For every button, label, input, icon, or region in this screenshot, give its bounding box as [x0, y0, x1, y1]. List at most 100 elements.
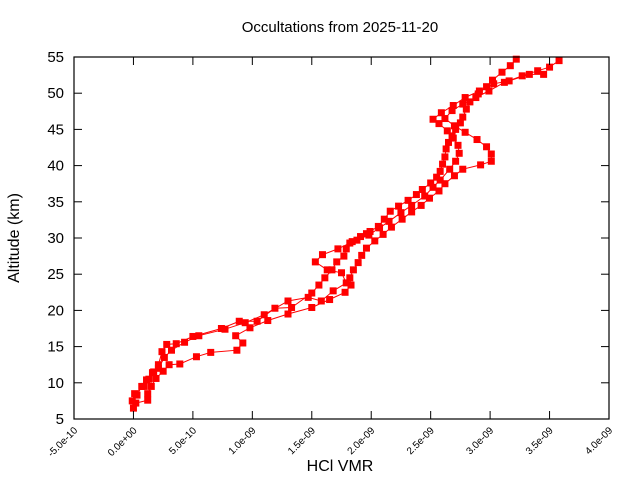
data-point-marker — [466, 98, 474, 106]
data-point-marker — [147, 382, 155, 390]
data-point-marker — [498, 68, 506, 76]
y-tick-label: 15 — [47, 339, 64, 356]
data-point-marker — [366, 227, 374, 235]
data-point-marker — [311, 258, 319, 266]
data-point-marker — [328, 266, 336, 274]
data-point-marker — [417, 201, 425, 209]
data-point-marker — [487, 150, 495, 158]
data-point-marker — [158, 348, 166, 356]
data-point-marker — [132, 399, 140, 407]
series-occultation-2 — [132, 57, 563, 407]
data-point-marker — [455, 149, 463, 157]
data-point-marker — [456, 119, 464, 127]
data-point-marker — [427, 179, 435, 187]
data-point-marker — [412, 191, 420, 199]
data-point-marker — [441, 115, 449, 123]
data-point-marker — [534, 67, 542, 75]
data-point-marker — [395, 202, 403, 210]
data-point-marker — [235, 317, 243, 325]
data-point-marker — [500, 78, 508, 86]
data-point-marker — [315, 281, 323, 289]
data-point-marker — [397, 209, 405, 217]
data-point-marker — [490, 80, 498, 88]
data-point-marker — [365, 231, 373, 239]
data-point-marker — [353, 236, 361, 244]
data-point-marker — [317, 297, 325, 305]
plot-frame — [73, 56, 610, 420]
data-point-marker — [459, 100, 467, 108]
y-tick-label: 20 — [47, 302, 64, 319]
data-point-marker — [546, 63, 554, 71]
plot-series — [128, 55, 563, 412]
data-point-marker — [189, 332, 197, 340]
data-point-marker — [326, 296, 334, 304]
data-point-marker — [461, 94, 469, 102]
data-point-marker — [449, 134, 457, 142]
data-point-marker — [321, 274, 329, 282]
y-tick-label: 45 — [47, 121, 64, 138]
data-point-marker — [450, 172, 458, 180]
data-point-marker — [450, 122, 458, 130]
data-point-marker — [340, 252, 348, 260]
y-tick-label: 55 — [47, 49, 64, 66]
data-point-marker — [454, 141, 462, 149]
data-point-marker — [192, 353, 200, 361]
data-point-marker — [448, 107, 456, 115]
data-point-marker — [483, 83, 491, 91]
x-tick-label: 5.0e-10 — [167, 425, 199, 457]
data-point-marker — [362, 244, 370, 252]
data-point-marker — [404, 196, 412, 204]
data-point-marker — [475, 87, 483, 95]
data-point-marker — [239, 339, 247, 347]
y-tick-label: 35 — [47, 194, 64, 211]
data-point-marker — [540, 70, 548, 78]
x-tick-label: 3.5e-09 — [524, 425, 556, 457]
x-tick-label: 2.5e-09 — [405, 425, 437, 457]
data-point-marker — [304, 293, 312, 301]
x-axis-label: HCl VMR — [307, 458, 374, 475]
data-point-marker — [346, 239, 354, 247]
data-point-marker — [233, 346, 241, 354]
data-point-marker — [357, 233, 365, 241]
data-point-marker — [253, 317, 261, 325]
data-point-marker — [260, 311, 268, 319]
data-point-marker — [129, 404, 137, 412]
data-point-marker — [133, 391, 141, 399]
data-point-marker — [472, 94, 480, 102]
data-point-marker — [429, 183, 437, 191]
data-point-marker — [443, 127, 451, 135]
data-point-marker — [376, 224, 384, 232]
data-point-marker — [506, 62, 514, 70]
data-point-marker — [436, 176, 444, 184]
data-point-marker — [152, 374, 160, 382]
y-tick-label: 10 — [47, 375, 64, 392]
data-point-marker — [385, 217, 393, 225]
data-point-marker — [232, 332, 240, 340]
data-point-marker — [429, 115, 437, 123]
data-point-marker — [167, 346, 175, 354]
y-tick-label: 5 — [56, 411, 64, 428]
data-point-marker — [333, 258, 341, 266]
data-point-marker — [487, 157, 495, 165]
y-tick-label: 25 — [47, 266, 64, 283]
data-point-marker — [462, 105, 470, 113]
data-point-marker — [435, 187, 443, 195]
x-tick-label: 2.0e-09 — [346, 425, 378, 457]
data-point-marker — [144, 390, 152, 398]
data-point-marker — [512, 55, 520, 63]
x-tick-label: 1.0e-09 — [227, 425, 259, 457]
data-point-marker — [398, 215, 406, 223]
data-point-marker — [425, 194, 433, 202]
data-point-marker — [329, 287, 337, 295]
data-point-marker — [439, 160, 447, 168]
data-point-marker — [341, 288, 349, 296]
data-point-marker — [408, 201, 416, 209]
data-point-marker — [154, 361, 162, 369]
data-point-marker — [452, 157, 460, 165]
data-point-marker — [473, 136, 481, 144]
series-occultation-1 — [128, 55, 520, 412]
data-point-marker — [418, 185, 426, 193]
data-point-marker — [241, 319, 249, 327]
y-tick-label: 50 — [47, 85, 64, 102]
